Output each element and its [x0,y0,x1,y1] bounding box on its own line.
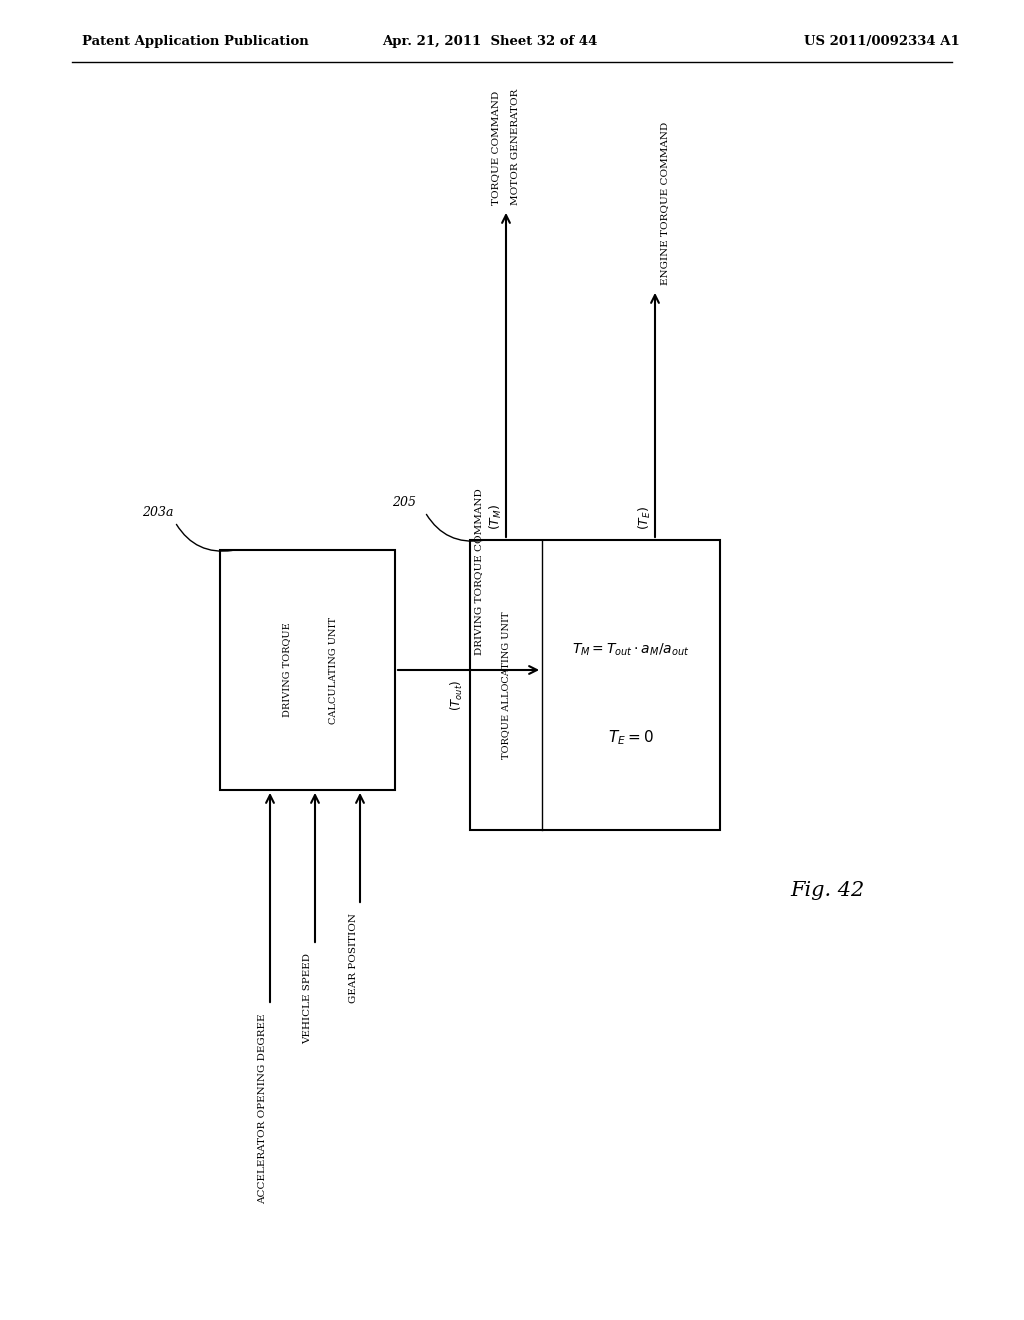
Text: VEHICLE SPEED: VEHICLE SPEED [303,953,312,1044]
Text: CALCULATING UNIT: CALCULATING UNIT [330,616,338,723]
Text: Patent Application Publication: Patent Application Publication [82,36,309,48]
Bar [470,540,720,830]
Text: $T_M = T_{out} \cdot a_M/a_{out}$: $T_M = T_{out} \cdot a_M/a_{out}$ [572,642,690,659]
Text: 205: 205 [392,495,416,508]
Text: $(T_M)$: $(T_M)$ [488,504,504,531]
Text: GEAR POSITION: GEAR POSITION [348,913,357,1003]
Text: ACCELERATOR OPENING DEGREE: ACCELERATOR OPENING DEGREE [258,1012,267,1204]
Text: TORQUE COMMAND: TORQUE COMMAND [492,91,501,205]
Text: Fig. 42: Fig. 42 [790,880,864,899]
Text: TORQUE ALLOCATING UNIT: TORQUE ALLOCATING UNIT [502,611,511,759]
Text: DRIVING TORQUE COMMAND: DRIVING TORQUE COMMAND [474,488,483,655]
Text: $(T_{out})$: $(T_{out})$ [449,680,465,711]
Text: $T_E = 0$: $T_E = 0$ [608,727,654,747]
Text: ENGINE TORQUE COMMAND: ENGINE TORQUE COMMAND [660,121,670,285]
Bar [220,550,395,789]
Text: DRIVING TORQUE: DRIVING TORQUE [282,623,291,717]
Text: MOTOR GENERATOR: MOTOR GENERATOR [512,88,520,205]
Text: 203a: 203a [142,506,173,519]
Text: $(T_E)$: $(T_E)$ [637,506,653,531]
Text: Apr. 21, 2011  Sheet 32 of 44: Apr. 21, 2011 Sheet 32 of 44 [382,36,598,48]
Text: US 2011/0092334 A1: US 2011/0092334 A1 [804,36,961,48]
